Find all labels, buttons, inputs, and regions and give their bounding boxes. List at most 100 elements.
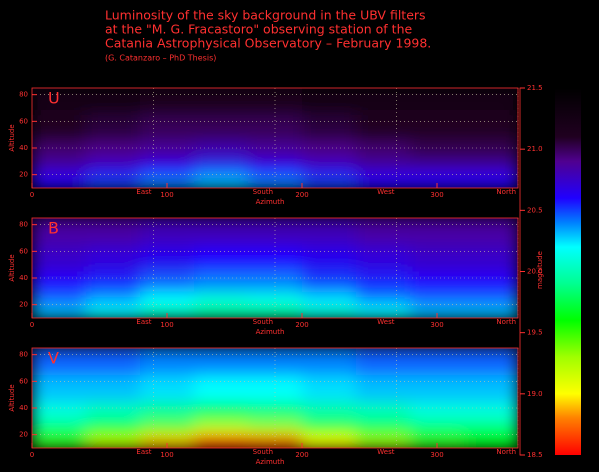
heat-cell (140, 401, 195, 422)
y-tick-label: 40 (19, 404, 28, 412)
y-tick-label: 80 (19, 351, 28, 359)
x-tick-label: 300 (430, 321, 443, 329)
heat-cell (86, 88, 141, 116)
heat-cell (194, 141, 249, 162)
heat-cell (194, 374, 249, 402)
heat-cell (302, 218, 357, 246)
x-tick-label: 100 (160, 451, 173, 459)
chart-subtitle: (G. Catanzaro – PhD Thesis) (105, 54, 216, 63)
heat-cell (302, 141, 357, 162)
heat-cell (140, 291, 195, 306)
x-tick-label: 200 (295, 451, 308, 459)
heat-cell (32, 421, 87, 436)
direction-label: North (496, 188, 516, 196)
heatmap (32, 348, 518, 448)
heat-cell (32, 161, 87, 176)
heat-cell (410, 304, 465, 318)
heat-cell (302, 88, 357, 116)
direction-label: West (377, 188, 394, 196)
heat-cell (194, 271, 249, 292)
x-tick-label: 0 (30, 321, 34, 329)
chart-title: Catania Astrophysical Observatory – Febr… (105, 36, 431, 51)
direction-label: South (253, 448, 273, 456)
heat-cell (86, 401, 141, 422)
heat-cell (32, 114, 87, 142)
heat-cell (356, 271, 411, 292)
heat-cell (86, 434, 141, 448)
heat-cell (302, 304, 357, 318)
heat-cell (356, 88, 411, 116)
colorbar-tick-label: 20.0 (527, 268, 543, 276)
heat-cell (302, 244, 357, 272)
heat-cell (86, 244, 141, 272)
heat-cell (32, 218, 87, 246)
direction-label: South (253, 188, 273, 196)
heat-cell (356, 244, 411, 272)
heat-cell (86, 218, 141, 246)
heat-cell (410, 401, 465, 422)
heatmap (32, 218, 518, 318)
heat-cell (140, 88, 195, 116)
heat-cell (410, 421, 465, 436)
heat-cell (32, 141, 87, 162)
heat-cell (410, 141, 465, 162)
heat-cell (464, 218, 518, 246)
y-tick-label: 80 (19, 91, 28, 99)
axes-frame (31, 217, 519, 319)
heat-cell (356, 434, 411, 448)
heat-cell (464, 304, 518, 318)
heat-cell (302, 174, 357, 188)
heat-cell (302, 161, 357, 176)
heat-cell (140, 421, 195, 436)
heat-cell (410, 218, 465, 246)
heat-cell (302, 271, 357, 292)
x-axis-label: Azimuth (256, 198, 285, 206)
heat-cell (86, 421, 141, 436)
heat-cell (464, 88, 518, 116)
heat-cell (194, 434, 249, 448)
colorbar-label: magnitude (536, 251, 544, 289)
direction-label: West (377, 318, 394, 326)
x-tick-label: 200 (295, 321, 308, 329)
heat-cell (302, 114, 357, 142)
y-axis-label: Altitude (8, 124, 16, 151)
heat-cell (194, 291, 249, 306)
colorbar-tick-label: 18.5 (527, 451, 543, 459)
heat-cell (302, 291, 357, 306)
heat-cell (140, 271, 195, 292)
colorbar-tick-label: 21.0 (527, 145, 543, 153)
heat-cell (464, 401, 518, 422)
direction-label: South (253, 318, 273, 326)
heat-cell (140, 348, 195, 376)
heat-cell (32, 401, 87, 422)
heat-cell (140, 141, 195, 162)
y-tick-label: 40 (19, 274, 28, 282)
heat-cell (464, 114, 518, 142)
heat-cell (248, 271, 303, 292)
x-axis-label: Azimuth (256, 328, 285, 336)
chart-title: at the "M. G. Fracastoro" observing stat… (105, 22, 413, 37)
heat-cell (356, 421, 411, 436)
heat-cell (140, 161, 195, 176)
heat-cell (464, 174, 518, 188)
panel-label: V (48, 349, 59, 368)
direction-label: East (136, 448, 151, 456)
heat-cell (194, 88, 249, 116)
heatmap (32, 88, 518, 188)
heat-cell (464, 291, 518, 306)
heatmap-cells (32, 88, 518, 188)
heat-cell (410, 374, 465, 402)
heat-cell (356, 374, 411, 402)
heat-cell (302, 421, 357, 436)
heat-cell (464, 421, 518, 436)
colorbar-tick-label: 19.5 (527, 329, 543, 337)
chart-title: Luminosity of the sky background in the … (105, 8, 426, 23)
heat-cell (464, 271, 518, 292)
heat-cell (140, 374, 195, 402)
heat-cell (410, 244, 465, 272)
colorbar-tick-label: 20.5 (527, 206, 543, 214)
heat-cell (32, 434, 87, 448)
heat-cell (194, 161, 249, 176)
y-tick-label: 60 (19, 377, 28, 385)
colorbar-tick-label: 21.5 (527, 84, 543, 92)
